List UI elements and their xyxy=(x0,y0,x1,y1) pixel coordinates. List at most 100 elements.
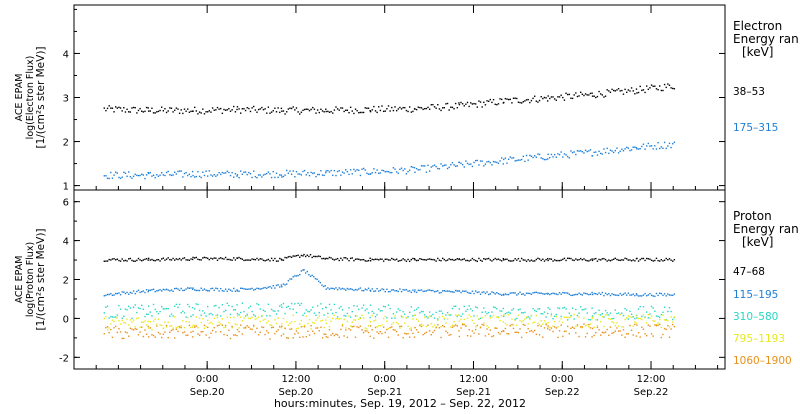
proton-data-point xyxy=(504,322,507,325)
proton-data-point xyxy=(359,325,362,327)
proton-data-point xyxy=(126,318,128,320)
proton-data-point xyxy=(311,274,313,277)
proton-data-point xyxy=(142,308,145,310)
electron-data-point xyxy=(456,106,459,109)
proton-data-point xyxy=(361,329,363,331)
proton-data-point xyxy=(389,259,391,261)
proton-data-point xyxy=(506,312,508,314)
proton-data-point xyxy=(454,314,457,316)
proton-data-point xyxy=(593,326,595,328)
proton-data-point xyxy=(649,292,651,295)
electron-data-point xyxy=(630,87,633,89)
proton-data-point xyxy=(193,257,196,259)
electron-data-point xyxy=(349,169,352,171)
proton-data-point xyxy=(420,310,423,313)
electron-data-point xyxy=(177,108,179,110)
proton-data-point xyxy=(563,330,566,333)
proton-data-point xyxy=(566,292,569,294)
electron-data-point xyxy=(425,171,428,173)
proton-data-point xyxy=(261,315,263,317)
electron-data-point xyxy=(399,106,401,109)
proton-data-point xyxy=(460,315,462,318)
electron-data-point xyxy=(202,108,204,110)
electron-data-point xyxy=(566,93,569,96)
proton-data-point xyxy=(187,334,189,336)
proton-data-point xyxy=(570,327,572,330)
electron-data-point xyxy=(216,106,219,109)
electron-data-point xyxy=(557,96,559,98)
proton-data-point xyxy=(351,310,353,313)
proton-data-point xyxy=(445,330,447,332)
electron-data-point xyxy=(492,98,495,101)
proton-data-point xyxy=(147,336,150,338)
proton-data-point xyxy=(335,333,337,335)
proton-data-point xyxy=(471,319,474,322)
proton-data-point xyxy=(170,289,173,291)
proton-data-point xyxy=(336,334,339,336)
proton-data-point xyxy=(604,292,607,294)
electron-data-point xyxy=(542,97,544,100)
proton-data-point xyxy=(224,256,227,259)
proton-data-point xyxy=(478,291,480,293)
electron-data-point xyxy=(606,89,608,91)
proton-data-point xyxy=(369,260,372,262)
proton-data-point xyxy=(645,311,648,313)
proton-data-point xyxy=(428,258,431,260)
proton-data-point xyxy=(177,330,179,333)
electron-data-point xyxy=(343,110,345,113)
electron-plot-frame xyxy=(73,4,726,191)
proton-data-point xyxy=(203,256,206,259)
proton-data-point xyxy=(446,290,449,292)
proton-data-point xyxy=(362,258,365,261)
proton-data-point xyxy=(386,258,388,260)
proton-data-point xyxy=(644,259,646,262)
electron-data-point xyxy=(246,173,248,176)
proton-data-point xyxy=(121,319,123,322)
electron-data-point xyxy=(392,167,395,169)
electron-data-point xyxy=(233,176,235,178)
proton-data-point xyxy=(511,323,513,326)
electron-data-point xyxy=(668,84,671,87)
proton-data-point xyxy=(366,330,368,332)
electron-data-point xyxy=(281,110,283,112)
proton-data-point xyxy=(134,304,136,306)
proton-data-point xyxy=(121,291,123,293)
proton-data-point xyxy=(611,259,613,261)
proton-data-point xyxy=(208,258,211,261)
proton-data-point xyxy=(257,334,260,336)
electron-data-point xyxy=(461,103,464,105)
proton-data-point xyxy=(639,336,641,338)
proton-data-point xyxy=(356,326,358,328)
electron-data-point xyxy=(503,158,505,161)
proton-data-point xyxy=(374,258,377,260)
proton-data-point xyxy=(450,326,452,328)
proton-data-point xyxy=(511,318,513,320)
proton-data-point xyxy=(310,328,312,330)
electron-data-point xyxy=(236,175,238,177)
proton-data-point xyxy=(141,260,143,262)
proton-data-point xyxy=(240,257,242,260)
electron-data-point xyxy=(386,170,388,173)
proton-data-point xyxy=(226,302,228,304)
electron-data-point xyxy=(198,111,201,113)
proton-data-point xyxy=(520,312,523,314)
proton-data-point xyxy=(320,326,322,328)
proton-data-point xyxy=(502,321,505,323)
proton-data-point xyxy=(215,314,217,317)
proton-data-point xyxy=(325,333,327,336)
proton-data-point xyxy=(627,315,630,317)
proton-data-point xyxy=(308,318,311,321)
proton-data-point xyxy=(514,319,516,322)
proton-data-point xyxy=(395,321,398,324)
proton-data-point xyxy=(187,317,189,319)
proton-data-point xyxy=(162,327,165,329)
proton-data-point xyxy=(128,293,130,295)
electron-data-point xyxy=(389,110,391,112)
electron-data-point xyxy=(424,107,426,110)
proton-data-point xyxy=(136,290,138,293)
electron-data-point xyxy=(562,96,564,99)
proton-data-point xyxy=(617,325,620,327)
proton-data-point xyxy=(129,291,132,294)
proton-data-point xyxy=(568,316,571,319)
proton-series-1 xyxy=(103,269,676,298)
